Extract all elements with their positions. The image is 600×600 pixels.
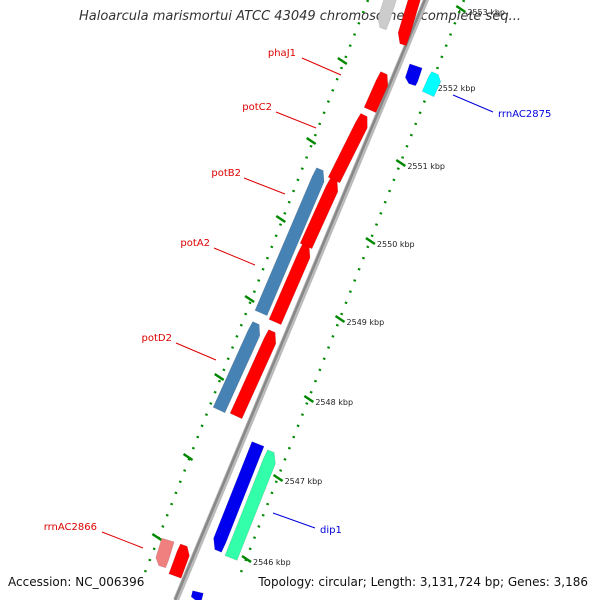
leader-line xyxy=(275,111,317,129)
major-tick xyxy=(275,214,286,224)
leader-line xyxy=(452,94,494,113)
tick-label: 2550 kbp xyxy=(377,240,415,249)
major-tick xyxy=(244,294,255,304)
gene-potA2[interactable] xyxy=(268,243,311,325)
tick-label: 2547 kbp xyxy=(285,477,323,486)
gene-label[interactable]: rrnAC2875 xyxy=(498,109,551,120)
tick-label: 2546 kbp xyxy=(253,558,291,567)
tick-label: 2551 kbp xyxy=(407,162,445,171)
major-tick xyxy=(365,236,376,246)
gene-potD2[interactable] xyxy=(229,329,277,420)
major-tick xyxy=(272,473,284,483)
gene-dip1[interactable] xyxy=(224,449,276,561)
gene-steelblue-2[interactable] xyxy=(212,321,261,414)
gene-rrnAC2866-red[interactable] xyxy=(168,543,190,579)
leader-line xyxy=(175,342,217,361)
leader-line xyxy=(101,531,144,549)
tick-label: 2549 kbp xyxy=(347,318,385,327)
major-tick xyxy=(214,372,225,382)
gene-label[interactable]: potB2 xyxy=(211,168,241,179)
gene-label[interactable]: rrnAC2866 xyxy=(44,522,97,533)
backbone-line xyxy=(173,0,427,600)
gene-potB2[interactable] xyxy=(299,177,339,250)
topology-text: Topology: circular; Length: 3,131,724 bp… xyxy=(258,575,588,589)
major-tick xyxy=(337,56,348,66)
tick-label: 2552 kbp xyxy=(438,84,476,93)
gene-blue-small[interactable] xyxy=(404,63,423,87)
backbone-shadow xyxy=(173,0,430,600)
leader-line xyxy=(272,512,316,529)
leader-line xyxy=(213,247,256,266)
major-tick xyxy=(395,158,407,168)
gene-rrnAC2866-pink[interactable] xyxy=(155,537,175,569)
gene-phaJ1[interactable] xyxy=(363,71,389,113)
gene-blue[interactable] xyxy=(213,441,265,553)
gene-label[interactable]: potC2 xyxy=(242,102,272,113)
gene-label[interactable]: potA2 xyxy=(180,238,210,249)
gene-potC2[interactable] xyxy=(327,113,368,184)
gene-label[interactable]: potD2 xyxy=(142,333,172,344)
leader-line xyxy=(243,177,286,195)
tick-label: 2548 kbp xyxy=(315,398,353,407)
tick-label: 2553 kbp xyxy=(467,8,505,17)
gene-rrnAC2875[interactable] xyxy=(421,71,442,98)
gene-label[interactable]: dip1 xyxy=(320,525,342,536)
major-tick xyxy=(151,532,163,542)
gene-grey-top[interactable] xyxy=(377,0,398,31)
gene-steelblue-1[interactable] xyxy=(254,167,325,316)
major-tick xyxy=(303,394,315,404)
major-tick xyxy=(334,314,346,324)
gene-blue-bottom[interactable] xyxy=(190,590,204,600)
major-tick xyxy=(455,4,467,14)
major-tick xyxy=(241,554,252,564)
gene-red-top[interactable] xyxy=(397,0,422,46)
gene-label[interactable]: phaJ1 xyxy=(268,48,296,59)
major-tick xyxy=(182,452,194,462)
accession-text: Accession: NC_006396 xyxy=(8,575,145,589)
leader-line xyxy=(301,57,342,76)
major-tick xyxy=(305,136,317,146)
